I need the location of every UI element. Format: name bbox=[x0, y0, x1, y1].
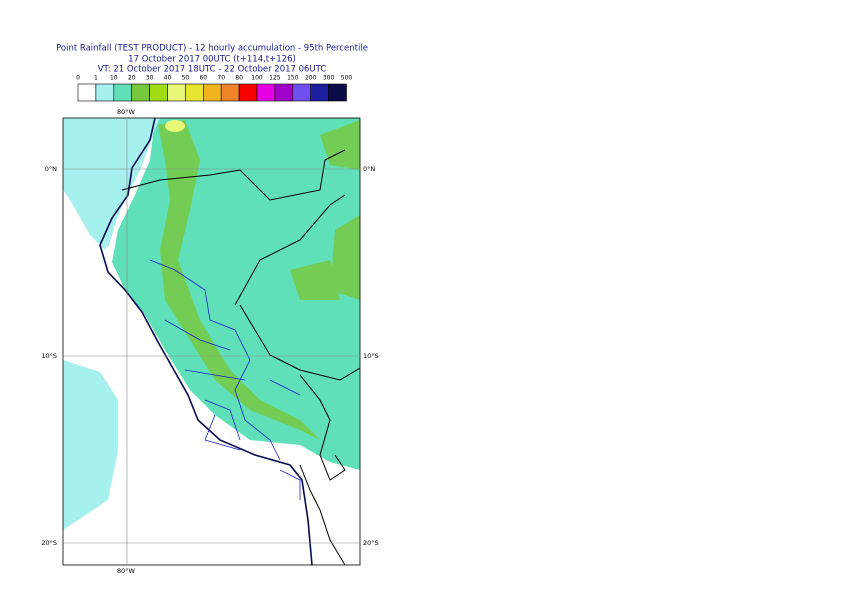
legend-label: 200 bbox=[305, 75, 317, 82]
lat-label: 0°N bbox=[45, 165, 57, 173]
region-border bbox=[149, 259, 301, 500]
graticule: 80°W 80°W 0°N 0°N 10°S 10°S 20°S 20°S bbox=[41, 108, 378, 575]
legend-swatch bbox=[77, 83, 97, 102]
lat-label: 20°S bbox=[363, 539, 379, 547]
legend-swatch bbox=[292, 83, 311, 102]
legend-label: 20 bbox=[128, 75, 136, 82]
legend-label: 60 bbox=[199, 75, 207, 82]
legend-label: 30 bbox=[146, 75, 154, 82]
legend-swatch bbox=[167, 83, 186, 102]
legend-swatch bbox=[149, 83, 168, 102]
rain-area bbox=[63, 360, 118, 530]
title: Point Rainfall (TEST PRODUCT) - 12 hourl… bbox=[56, 44, 368, 54]
legend-label: 100 bbox=[251, 75, 263, 82]
legend-swatch bbox=[310, 83, 329, 102]
legend-swatch bbox=[220, 83, 240, 102]
rain-area bbox=[102, 118, 160, 248]
rain-area bbox=[290, 120, 360, 300]
lat-label: 10°S bbox=[363, 352, 379, 360]
rain-area bbox=[165, 120, 185, 132]
legend-label: 300 bbox=[323, 75, 335, 82]
legend-swatch bbox=[238, 83, 258, 102]
legend-swatch bbox=[256, 83, 276, 102]
border bbox=[121, 149, 360, 565]
legend-swatch bbox=[328, 83, 347, 102]
legend-label: 125 bbox=[269, 75, 281, 82]
legend-swatch bbox=[203, 83, 222, 102]
legend-swatch bbox=[185, 83, 204, 102]
lat-label: 0°N bbox=[363, 165, 375, 173]
legend-swatch bbox=[131, 83, 150, 102]
legend-label: 80 bbox=[235, 75, 243, 82]
coastline bbox=[99, 118, 313, 565]
rain-area bbox=[158, 120, 320, 440]
legend-swatch bbox=[274, 83, 294, 102]
legend-label: 10 bbox=[110, 75, 118, 82]
legend-label: 40 bbox=[164, 75, 172, 82]
map bbox=[63, 118, 360, 565]
header: Point Rainfall (TEST PRODUCT) - 12 hourl… bbox=[56, 44, 368, 75]
legend-label: 500 bbox=[341, 75, 353, 82]
legend: 0 1 10 20 30 40 50 60 70 80 100 125 150 200 300 500 bbox=[76, 75, 352, 102]
valid-time: VT: 21 October 2017 18UTC - 22 October 2… bbox=[98, 65, 327, 75]
lat-label: 20°S bbox=[41, 539, 57, 547]
legend-label: 0 bbox=[76, 75, 80, 82]
legend-label: 150 bbox=[287, 75, 299, 82]
map-frame bbox=[62, 117, 361, 566]
lat-label: 10°S bbox=[41, 352, 57, 360]
lon-label: 80°W bbox=[117, 567, 136, 575]
legend-swatch bbox=[95, 83, 115, 102]
legend-label: 70 bbox=[217, 75, 225, 82]
legend-swatch bbox=[113, 83, 133, 102]
run-date: 17 October 2017 00UTC (t+114,t+126) bbox=[128, 55, 296, 65]
legend-label: 1 bbox=[94, 75, 98, 82]
lon-label: 80°W bbox=[117, 108, 136, 116]
rain-area bbox=[63, 118, 160, 250]
legend-label: 50 bbox=[182, 75, 190, 82]
